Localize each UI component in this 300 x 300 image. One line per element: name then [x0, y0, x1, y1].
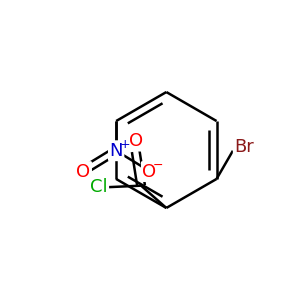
Text: N: N	[110, 142, 123, 160]
Text: −: −	[152, 158, 163, 172]
Text: Br: Br	[234, 138, 254, 156]
Text: Cl: Cl	[90, 178, 108, 196]
Text: O: O	[76, 163, 91, 181]
Text: +: +	[119, 138, 130, 151]
Text: O: O	[142, 163, 157, 181]
Text: O: O	[129, 132, 143, 150]
